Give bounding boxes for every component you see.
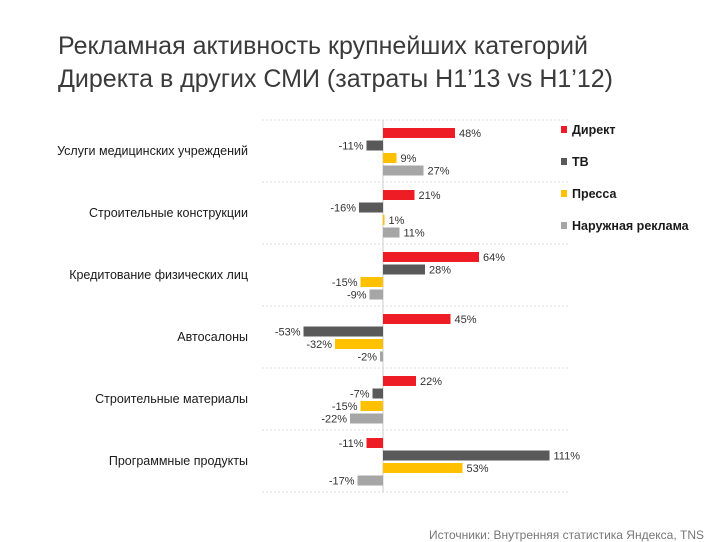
bar-3	[383, 153, 397, 163]
legend-label: Наружная реклама	[572, 219, 690, 233]
bar-3	[360, 277, 383, 287]
bar-2	[383, 450, 550, 461]
bar-4	[357, 475, 383, 486]
data-label: 27%	[428, 166, 450, 178]
bar-2	[303, 326, 383, 337]
data-label: -11%	[339, 438, 364, 450]
data-label: 53%	[467, 463, 489, 475]
legend-label: ТВ	[572, 155, 589, 169]
data-label: 9%	[401, 153, 417, 165]
bar-4	[350, 413, 383, 424]
data-label: 21%	[419, 190, 441, 202]
data-label: 111%	[554, 451, 581, 463]
legend-label: Пресса	[572, 187, 617, 201]
bar-3	[383, 463, 463, 473]
bar-1	[383, 376, 416, 386]
data-label: 45%	[455, 314, 477, 326]
bar-1	[383, 128, 455, 138]
bar-2	[372, 388, 383, 399]
chart-title-line-1: Рекламная активность крупнейших категори…	[58, 32, 588, 60]
bar-4	[369, 289, 383, 300]
bar-3	[335, 339, 383, 349]
data-label: 1%	[389, 215, 405, 227]
category-label: Программные продукты	[109, 454, 248, 468]
data-label: -17%	[329, 476, 355, 488]
bar-3	[383, 215, 385, 225]
bar-4	[383, 227, 400, 238]
category-label: Строительные конструкции	[89, 206, 248, 220]
data-label: 48%	[459, 128, 481, 140]
data-label: -11%	[339, 141, 364, 153]
legend-swatch	[561, 158, 567, 165]
legend-swatch	[561, 190, 567, 197]
bar-1	[383, 190, 415, 200]
bar-1	[383, 252, 479, 262]
source-note: Источники: Внутренняя статистика Яндекса…	[428, 528, 704, 542]
bar-4	[383, 165, 424, 176]
data-label: 22%	[420, 376, 442, 388]
data-label: -15%	[332, 277, 358, 289]
data-label: -22%	[321, 414, 347, 426]
chart-title-line-2: Директа в других СМИ (затраты H1’13 vs H…	[58, 65, 613, 93]
bar-2	[366, 140, 383, 151]
bar-1	[366, 438, 383, 448]
data-label: -15%	[332, 401, 358, 413]
data-label: -7%	[350, 389, 370, 401]
data-label: -9%	[347, 290, 367, 302]
data-label: -32%	[306, 339, 332, 351]
category-label: Услуги медицинских учреждений	[57, 144, 248, 158]
legend-label: Директ	[572, 123, 616, 137]
bar-3	[360, 401, 383, 411]
legend-swatch	[561, 222, 567, 229]
data-label: -53%	[275, 327, 301, 339]
data-label: 28%	[429, 265, 451, 277]
bar-2	[359, 202, 383, 213]
data-label: -16%	[330, 203, 356, 215]
category-label: Автосалоны	[177, 330, 248, 344]
chart-title: Рекламная активность крупнейших категори…	[58, 30, 708, 96]
bar-2	[383, 264, 425, 275]
data-label: -2%	[357, 352, 377, 364]
category-label: Строительные материалы	[95, 392, 248, 406]
bar-1	[383, 314, 451, 324]
category-label: Кредитование физических лиц	[69, 268, 248, 282]
data-label: 64%	[483, 252, 505, 264]
legend-swatch	[561, 126, 567, 133]
data-label: 11%	[404, 228, 425, 240]
bar-4	[380, 351, 383, 362]
